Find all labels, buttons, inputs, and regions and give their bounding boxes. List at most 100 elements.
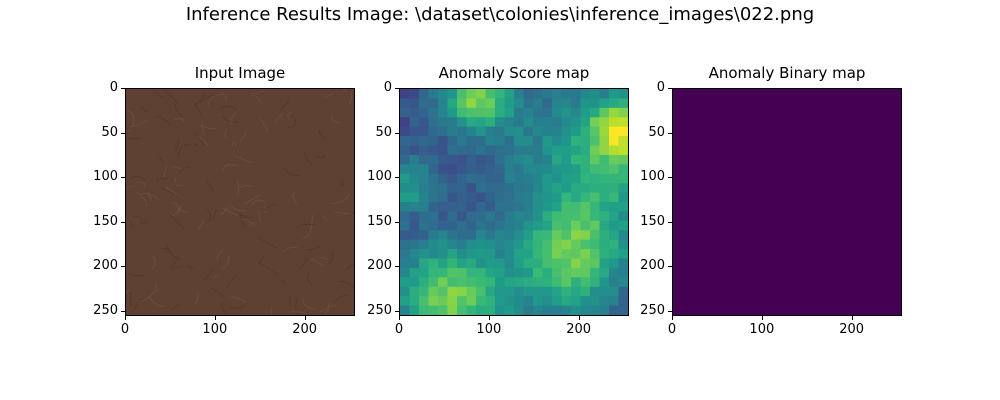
heatmap-cell: [476, 286, 486, 297]
heatmap-cell: [580, 267, 591, 278]
heatmap-cell: [580, 258, 591, 269]
heatmap-cell: [580, 117, 591, 128]
heatmap-cell: [476, 183, 486, 194]
heatmap-cell: [523, 117, 534, 128]
heatmap-cell: [447, 249, 458, 259]
heatmap-cell: [476, 192, 486, 203]
heatmap-cell: [552, 117, 562, 128]
leather-texture-line: [341, 89, 347, 93]
heatmap-cell: [400, 267, 410, 278]
heatmap-cell: [438, 239, 448, 250]
heatmap-cell: [428, 145, 439, 156]
y-tick-label: 200: [367, 258, 392, 274]
heatmap-cell: [561, 89, 572, 99]
heatmap-cell: [590, 258, 600, 269]
leather-texture-line: [126, 288, 132, 293]
heatmap-cell: [457, 136, 467, 146]
leather-texture-line: [339, 280, 354, 290]
heatmap-cell: [599, 136, 610, 146]
heatmap-cell: [599, 230, 610, 241]
heatmap-cell: [580, 98, 591, 109]
heatmap-cell: [438, 164, 448, 175]
heatmap-cell: [561, 154, 572, 165]
heatmap-cell: [466, 98, 477, 109]
leather-texture-line: [287, 111, 293, 121]
heatmap-cell: [457, 230, 467, 241]
leather-texture-line: [146, 192, 152, 202]
heatmap-cell: [571, 258, 581, 269]
heatmap-cell: [523, 286, 534, 297]
heatmap-cell: [409, 277, 420, 288]
heatmap-cell: [485, 98, 496, 109]
heatmap-cell: [466, 286, 477, 297]
y-tick-label: 200: [93, 258, 118, 274]
heatmap-cell: [552, 164, 562, 175]
heatmap-cell: [580, 202, 591, 212]
heatmap-cell: [457, 117, 467, 128]
heatmap-cell: [561, 164, 572, 175]
leather-texture-line: [137, 289, 157, 302]
heatmap-cell: [495, 239, 505, 250]
heatmap-cell: [552, 136, 562, 146]
heatmap-cell: [504, 136, 515, 146]
panel-title: Anomaly Score map: [438, 64, 590, 82]
heatmap-cell: [466, 249, 477, 259]
heatmap-cell: [580, 211, 591, 222]
heatmap-cell: [542, 239, 553, 250]
heatmap-cell: [590, 211, 600, 222]
x-tick-label: 0: [120, 322, 130, 337]
heatmap-cell: [400, 220, 410, 231]
leather-texture-line: [170, 303, 182, 311]
heatmap-cell: [504, 173, 515, 184]
heatmap-cell: [514, 154, 524, 165]
leather-texture-line: [238, 185, 253, 189]
leather-texture-line: [220, 303, 227, 315]
heatmap-cell: [542, 183, 553, 194]
heatmap-cell: [523, 277, 534, 288]
heatmap-cell: [466, 202, 477, 212]
leather-texture-line: [173, 118, 184, 123]
heatmap-cell: [599, 220, 610, 231]
leather-texture-line: [244, 194, 261, 205]
heatmap-cell: [409, 202, 420, 212]
heatmap-cell: [609, 173, 619, 184]
heatmap-cell: [409, 89, 420, 99]
leather-texture-line: [226, 274, 237, 289]
heatmap-cell: [533, 296, 543, 307]
heatmap-cell: [457, 126, 467, 137]
heatmap-cell: [514, 164, 524, 175]
heatmap-cell: [542, 305, 553, 315]
heatmap-cell: [457, 211, 467, 222]
leather-texture-line: [284, 167, 300, 176]
heatmap-cell: [419, 277, 429, 288]
heatmap-cell: [495, 249, 505, 259]
leather-texture-line: [305, 245, 321, 251]
y-tick-label: 0: [383, 80, 392, 95]
heatmap-cell: [400, 305, 410, 315]
heatmap-cell: [552, 286, 562, 297]
x-tick-mark: [761, 316, 763, 320]
heatmap-cell: [419, 145, 429, 156]
heatmap-cell: [618, 296, 628, 307]
leather-texture-line: [186, 265, 194, 270]
heatmap-cell: [400, 173, 410, 184]
leather-texture-line: [311, 214, 314, 228]
heatmap-cell: [542, 249, 553, 259]
x-tick-mark: [851, 316, 853, 320]
heatmap-cell: [485, 183, 496, 194]
figure-title: Inference Results Image: \dataset\coloni…: [185, 4, 815, 25]
heatmap-cell: [495, 230, 505, 241]
leather-texture-line: [193, 292, 199, 304]
leather-texture-line: [224, 128, 228, 138]
y-tick-label: 100: [367, 169, 392, 185]
heatmap-cell: [438, 220, 448, 231]
heatmap-cell: [599, 173, 610, 184]
heatmap-cell: [400, 183, 410, 194]
heatmap-cell: [457, 220, 467, 231]
leather-texture-line: [126, 129, 131, 132]
heatmap-cell: [590, 267, 600, 278]
heatmap-cell: [590, 126, 600, 137]
heatmap-cell: [400, 277, 410, 288]
heatmap-cell: [466, 126, 477, 137]
heatmap-cell: [571, 107, 581, 118]
